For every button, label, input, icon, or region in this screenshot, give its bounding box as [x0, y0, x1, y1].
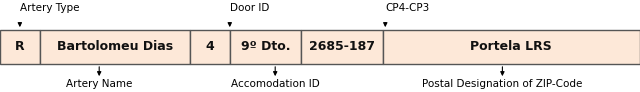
Text: Artery Name: Artery Name [66, 79, 132, 89]
Text: R: R [15, 40, 25, 54]
Bar [383, 30, 640, 64]
Text: 4: 4 [205, 40, 214, 54]
Text: Door ID: Door ID [230, 3, 269, 13]
Text: 2685-187: 2685-187 [309, 40, 375, 54]
Bar [40, 30, 190, 64]
Text: CP4-CP3: CP4-CP3 [385, 3, 429, 13]
Text: Bartolomeu Dias: Bartolomeu Dias [57, 40, 173, 54]
Bar [230, 30, 301, 64]
Bar [301, 30, 383, 64]
Text: Portela LRS: Portela LRS [470, 40, 552, 54]
Text: Postal Designation of ZIP-Code: Postal Designation of ZIP-Code [422, 79, 582, 89]
Bar [0, 30, 40, 64]
Text: Accomodation ID: Accomodation ID [231, 79, 319, 89]
Text: 9º Dto.: 9º Dto. [241, 40, 291, 54]
Text: Artery Type: Artery Type [20, 3, 79, 13]
Bar [190, 30, 230, 64]
